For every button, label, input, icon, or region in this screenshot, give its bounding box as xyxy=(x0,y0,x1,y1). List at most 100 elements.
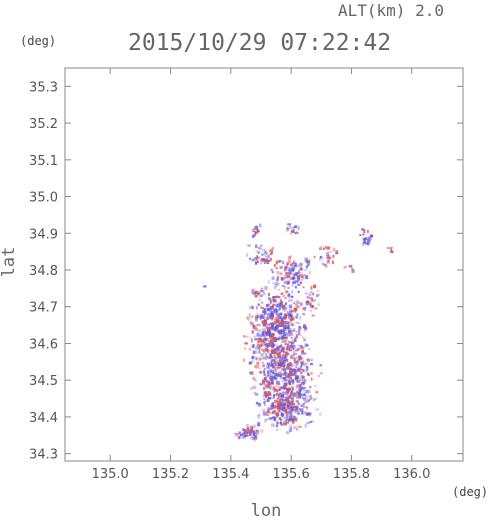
data-cell xyxy=(258,347,261,350)
data-cell xyxy=(283,421,287,424)
data-cell xyxy=(287,315,290,320)
data-cell xyxy=(301,336,305,339)
data-cell xyxy=(278,397,281,402)
data-cell xyxy=(275,352,278,355)
data-cell xyxy=(239,433,243,437)
data-cell xyxy=(296,428,299,431)
data-cell xyxy=(298,327,302,330)
data-cell xyxy=(362,242,365,246)
data-cell xyxy=(259,334,263,337)
data-cell xyxy=(281,324,285,327)
data-cell xyxy=(255,364,260,369)
data-cell xyxy=(256,430,259,433)
data-cell xyxy=(274,322,277,325)
data-cell xyxy=(299,273,303,277)
data-cell xyxy=(301,360,305,364)
data-cell xyxy=(269,356,273,359)
data-cell xyxy=(300,263,303,267)
data-cell xyxy=(282,353,286,356)
data-cell xyxy=(319,371,323,375)
data-cell xyxy=(283,320,287,324)
data-cell xyxy=(289,370,294,373)
data-cell xyxy=(254,338,257,341)
data-cell xyxy=(369,234,374,237)
data-cell xyxy=(254,295,258,298)
data-cell xyxy=(265,353,268,356)
data-cell xyxy=(287,400,290,404)
data-cell xyxy=(289,268,293,272)
data-cell xyxy=(283,422,285,426)
data-cell xyxy=(296,359,300,363)
data-cell xyxy=(288,272,292,275)
data-cell xyxy=(284,296,287,300)
data-cell xyxy=(287,325,290,330)
data-cell xyxy=(304,369,308,373)
data-cell xyxy=(308,413,312,415)
data-cell xyxy=(250,433,253,436)
data-cell xyxy=(279,375,282,377)
data-cell xyxy=(270,268,273,272)
data-cell xyxy=(280,292,283,295)
data-cell xyxy=(270,380,273,384)
data-cell xyxy=(284,304,287,307)
data-cell xyxy=(310,377,313,381)
data-cell xyxy=(270,378,274,381)
data-cell xyxy=(264,347,269,352)
data-cell xyxy=(278,352,281,355)
data-cell xyxy=(286,413,289,417)
data-cell xyxy=(285,323,289,326)
data-cell xyxy=(309,420,313,424)
data-cell xyxy=(302,402,305,405)
data-cell xyxy=(260,244,263,247)
data-cell xyxy=(268,417,272,420)
data-cell xyxy=(285,396,288,399)
data-cell xyxy=(253,227,257,231)
data-cell xyxy=(292,394,295,398)
data-cell xyxy=(256,315,259,318)
data-cell xyxy=(287,323,290,326)
data-cell xyxy=(266,345,270,348)
data-cell xyxy=(331,260,334,265)
data-cell xyxy=(267,303,270,306)
data-cell xyxy=(257,315,260,318)
data-cell xyxy=(276,348,280,352)
x-tick-label: 136.0 xyxy=(393,467,430,482)
data-cell xyxy=(295,380,298,383)
data-cell xyxy=(312,299,316,302)
data-cell xyxy=(251,371,254,375)
data-cell xyxy=(293,369,296,372)
data-cell xyxy=(281,368,284,371)
data-cell xyxy=(328,255,331,257)
data-cell xyxy=(278,386,282,390)
data-cell xyxy=(245,335,249,338)
data-cell xyxy=(287,374,291,377)
data-cell xyxy=(281,390,285,393)
data-cell xyxy=(390,249,393,252)
data-cell xyxy=(329,256,332,259)
data-cell xyxy=(276,421,278,424)
data-cell xyxy=(291,368,295,372)
data-cell xyxy=(284,357,287,361)
data-cell xyxy=(275,369,278,373)
data-cell xyxy=(292,349,295,353)
data-cell xyxy=(262,387,265,391)
data-cell xyxy=(281,356,285,359)
data-cell xyxy=(259,305,262,308)
data-cell xyxy=(260,316,264,319)
data-cell xyxy=(274,351,277,355)
data-cell xyxy=(267,349,270,354)
data-cell xyxy=(273,328,277,332)
data-cell xyxy=(301,278,303,282)
data-cell xyxy=(326,256,330,259)
data-cell xyxy=(264,378,267,380)
data-cell xyxy=(303,269,308,272)
data-cell xyxy=(281,306,285,310)
data-cell xyxy=(303,379,306,384)
data-cell xyxy=(276,344,279,347)
data-cell xyxy=(269,257,272,261)
data-cell xyxy=(265,252,268,255)
data-cell xyxy=(257,338,261,341)
data-cell xyxy=(296,264,300,268)
data-cell xyxy=(291,387,294,391)
data-cell xyxy=(273,286,276,290)
